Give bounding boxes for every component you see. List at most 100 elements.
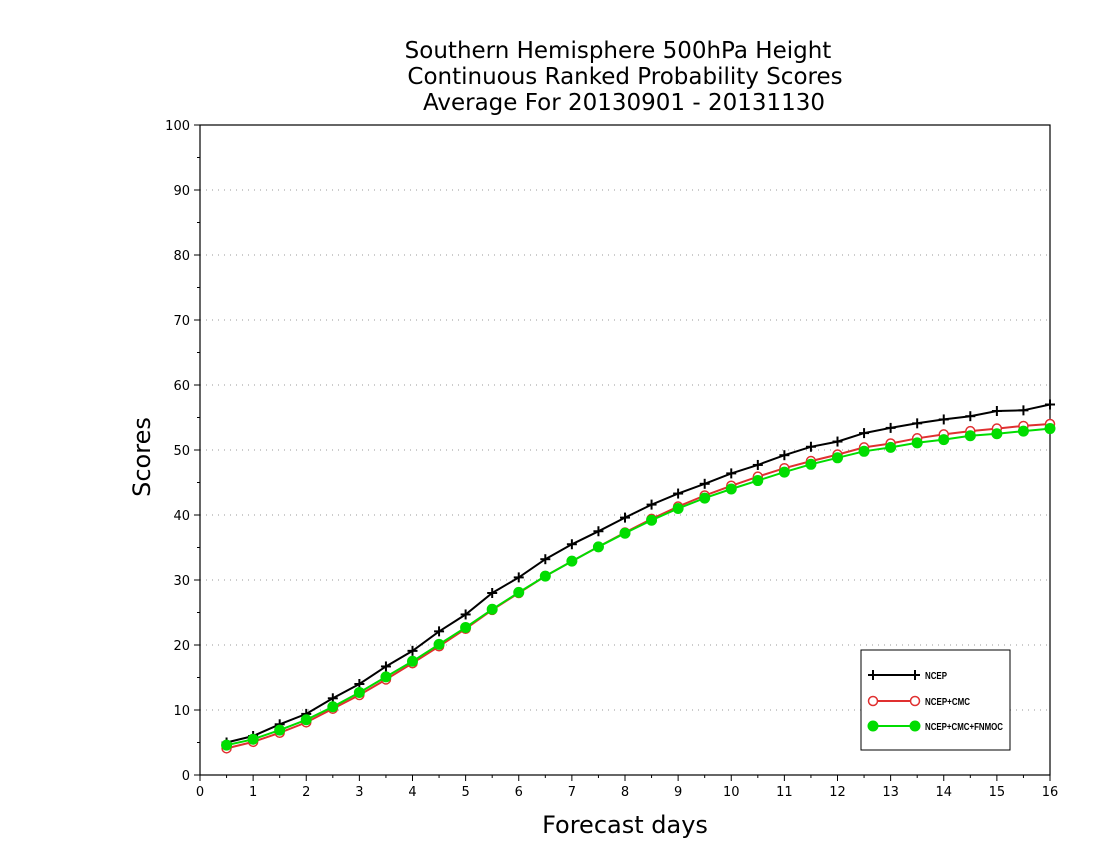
legend-entry: NCEP+CMC+FNMOC [867,720,1003,733]
data-point [911,437,923,449]
data-point [912,418,923,429]
y-tick-label: 10 [173,704,190,719]
y-tick-label: 40 [173,509,190,524]
legend-marker-end [909,695,921,707]
data-point [300,714,312,726]
y-tick-label: 70 [173,314,190,329]
chart-title-line-3: Average For 20130901 - 20131130 [423,90,825,116]
data-point [805,458,817,470]
y-tick-label: 80 [173,249,190,264]
legend-marker-start [868,670,878,680]
data-point [619,527,631,539]
legend-entry: NCEP [868,670,947,682]
data-point [513,586,525,598]
y-tick-label: 0 [182,769,190,784]
data-point [566,555,578,567]
data-point [1045,399,1055,410]
y-tick-label: 90 [173,184,190,199]
legend-marker-start [867,720,879,732]
x-tick-label: 5 [461,785,469,800]
data-point [858,445,870,457]
x-tick-label: 10 [723,785,740,800]
data-point [593,526,604,537]
data-point [433,638,445,650]
legend-marker-end [910,670,920,680]
x-tick-label: 15 [989,785,1006,800]
data-point [221,739,233,751]
chart-title-line-2: Continuous Ranked Probability Scores [407,64,842,90]
legend-marker-end [909,720,921,732]
data-point [805,441,816,452]
data-point [407,655,418,667]
data-point [274,724,286,736]
data-point [778,466,790,478]
data-point [380,661,391,672]
data-point [1017,425,1029,437]
data-point [832,452,843,464]
data-point [832,436,843,447]
chart-title: Southern Hemisphere 500hPa Height Contin… [405,38,843,116]
y-tick-label: 100 [165,119,190,134]
data-point [646,514,658,526]
y-axis-label: Scores [128,417,156,497]
legend-label: NCEP+CMC+FNMOC [925,722,1003,733]
x-tick-label: 11 [776,785,793,800]
x-axis-label: Forecast days [542,811,708,839]
data-point [353,686,365,698]
x-tick-label: 7 [568,785,576,800]
data-point [380,671,392,683]
legend-marker-start [867,695,879,707]
data-point [991,406,1002,416]
data-point [885,441,897,453]
data-point [486,603,498,615]
legend-label: NCEP [925,671,947,682]
data-point [513,572,524,583]
data-point [539,570,551,582]
x-tick-label: 2 [302,785,310,800]
series-layer [221,399,1056,754]
data-point [964,430,976,442]
data-point [885,422,896,433]
x-tick-label: 0 [196,785,204,800]
data-point [487,588,498,598]
data-point [938,434,950,446]
data-point [620,512,630,523]
data-point [646,499,657,510]
data-point [938,414,949,425]
x-tick-label: 12 [829,785,846,800]
y-tick-label: 60 [173,379,190,394]
x-tick-label: 4 [408,785,416,800]
data-point [407,645,418,656]
data-point [1018,405,1029,416]
x-axis: 0 1 2 3 4 5 6 7 8 9 10 11 12 13 14 15 16 [196,775,1058,800]
data-point [752,459,763,470]
data-point [859,428,870,439]
data-point [699,492,711,504]
legend-label: NCEP+CMC [925,697,970,708]
x-tick-label: 8 [621,785,629,800]
x-tick-label: 1 [249,785,257,800]
data-point [327,701,339,713]
data-point [460,609,471,620]
data-point [592,541,604,553]
data-point [699,478,710,489]
series-2 [221,423,1056,751]
y-tick-label: 50 [173,444,190,459]
x-tick-label: 16 [1042,785,1059,800]
data-point [965,411,976,422]
chart-title-line-1: Southern Hemisphere 500hPa Height [405,38,832,64]
legend: NCEP NCEP+CMC NCEP+CMC+FNMOC [860,649,1011,751]
data-point [434,626,445,637]
x-tick-label: 6 [515,785,523,800]
data-point [566,539,577,550]
data-point [673,488,684,499]
x-tick-label: 3 [355,785,363,800]
data-point [779,450,790,461]
data-point [247,733,259,745]
data-point [725,483,737,495]
data-point [1044,423,1056,435]
data-point [752,475,764,487]
data-point [672,503,684,514]
data-point [991,428,1003,440]
y-tick-label: 30 [173,574,190,589]
